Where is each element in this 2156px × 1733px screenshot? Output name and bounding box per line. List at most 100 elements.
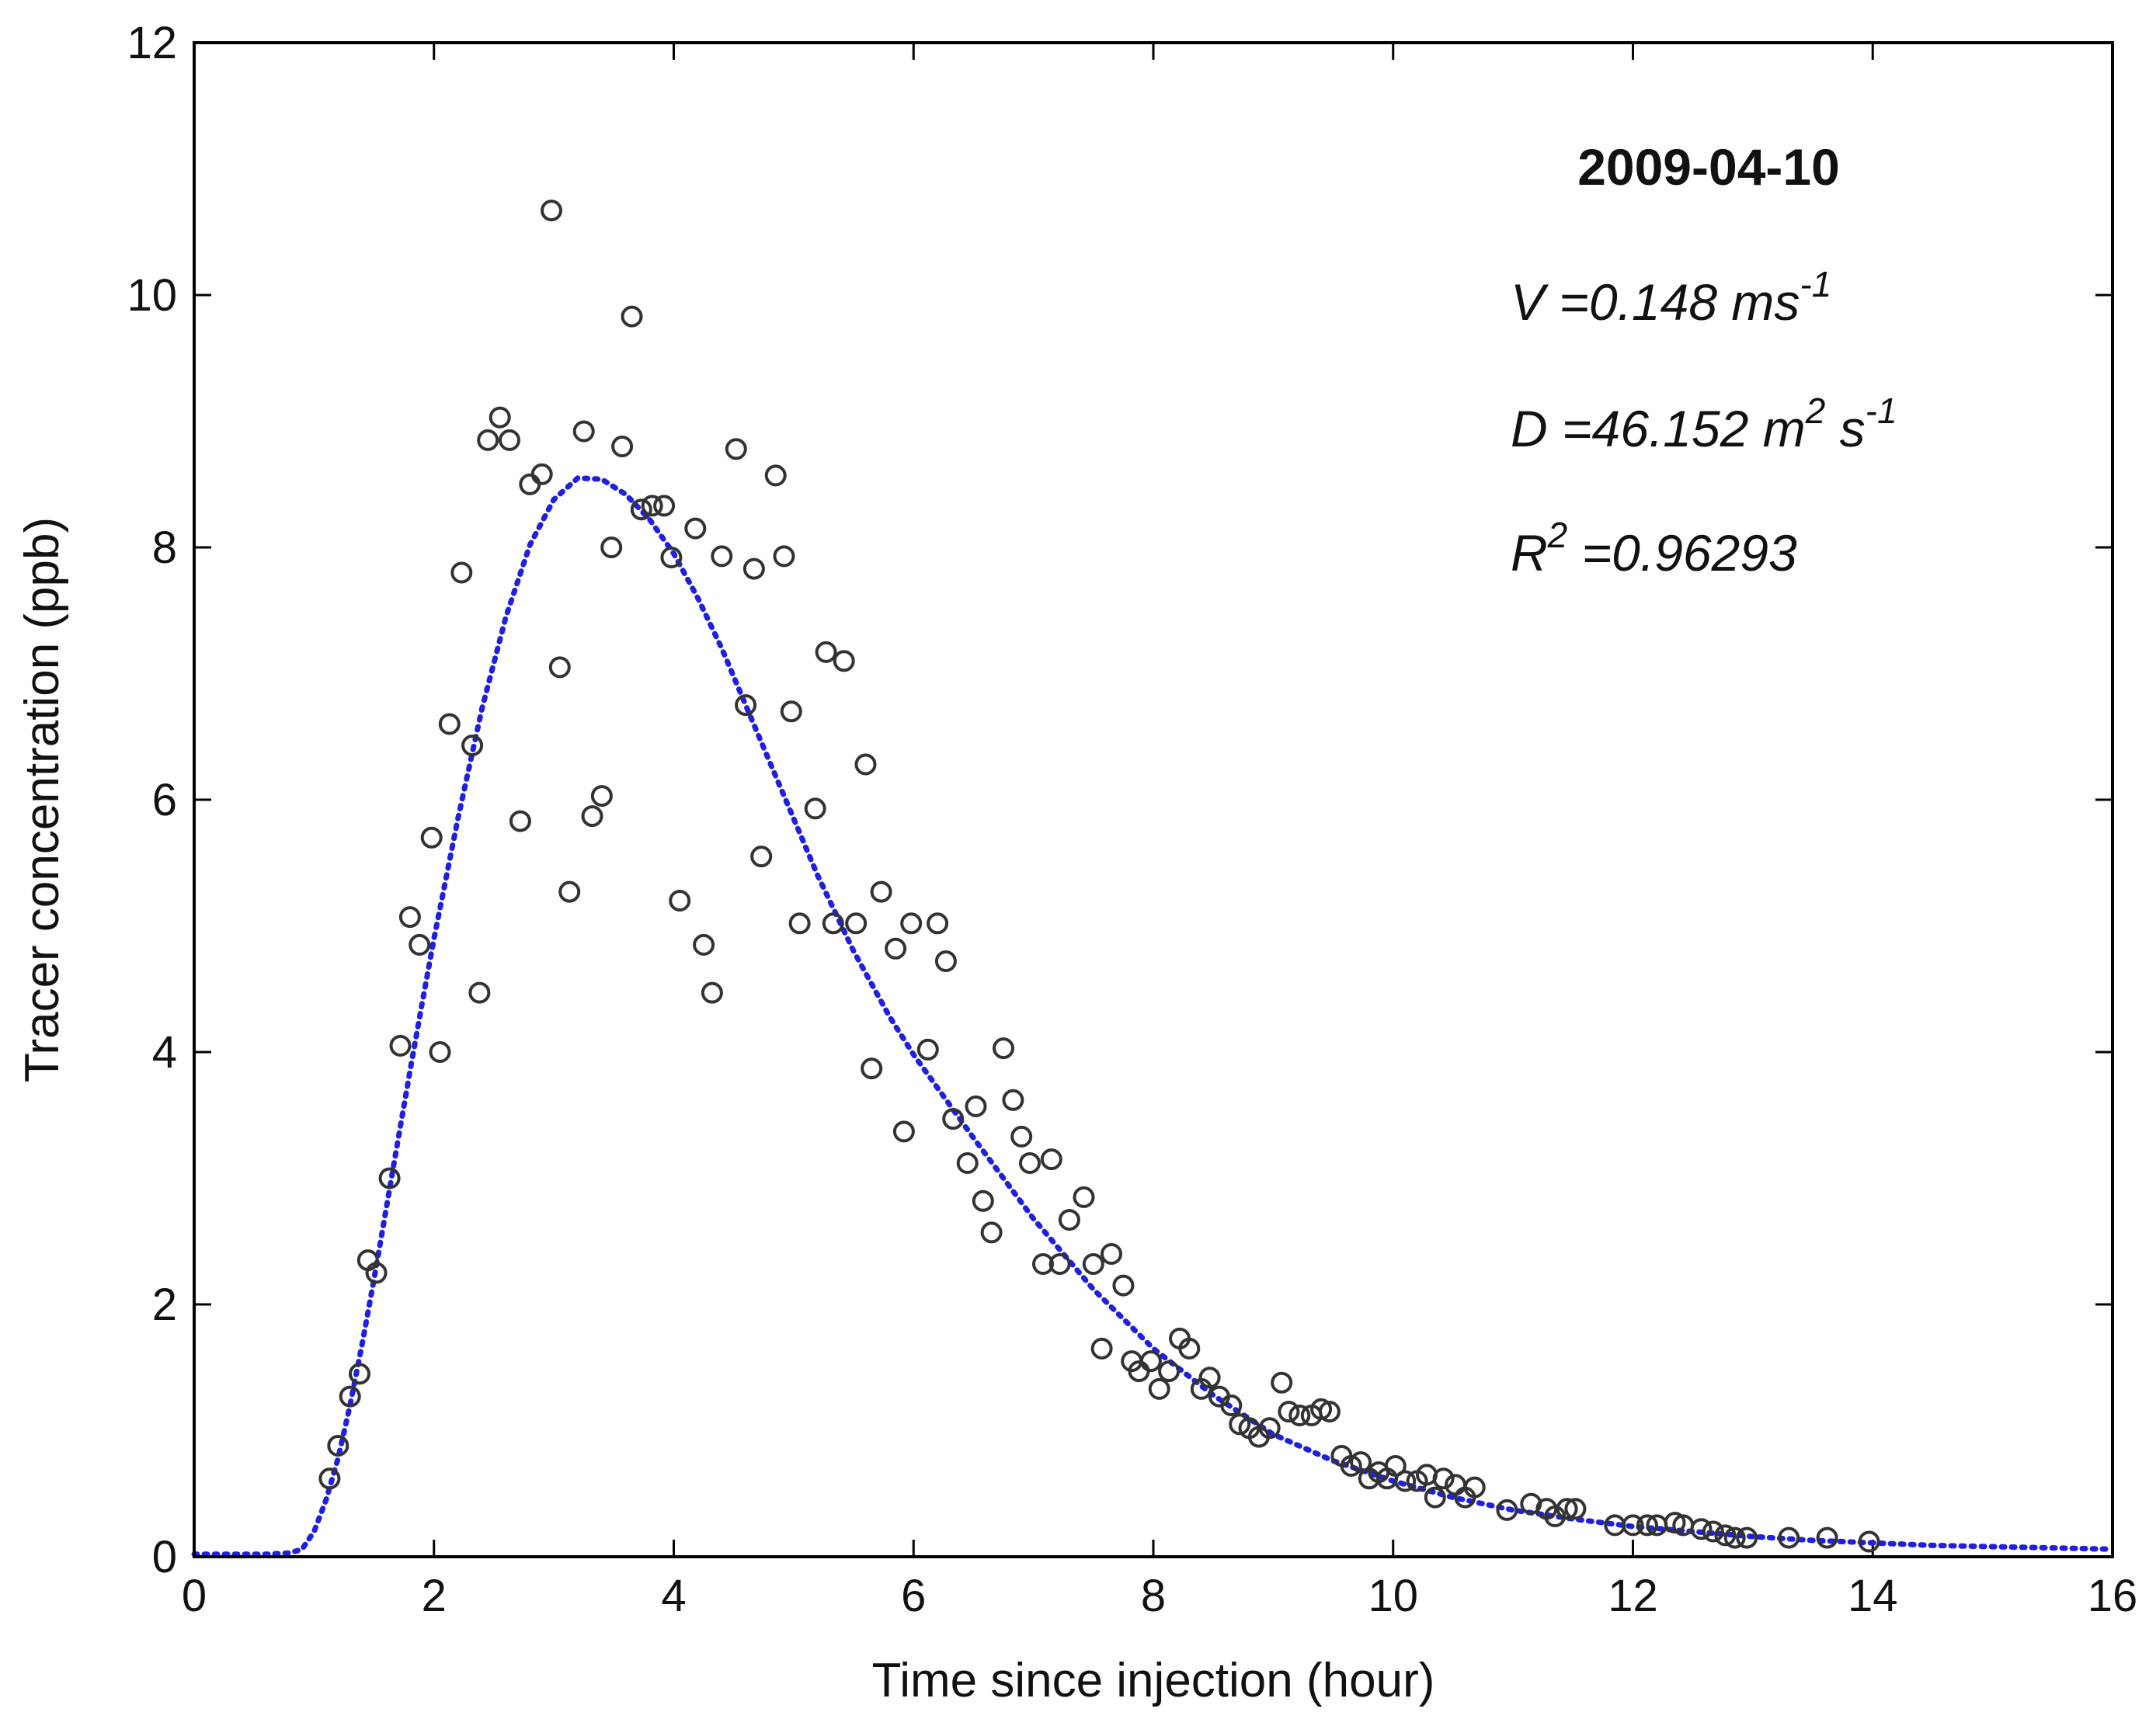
data-point (815, 641, 837, 663)
data-point (1496, 1499, 1518, 1521)
data-point (1002, 1089, 1024, 1111)
r-superscript: 2 (1547, 515, 1568, 555)
data-point (541, 200, 562, 222)
data-point (1288, 1405, 1311, 1426)
x-tick-label: 2 (422, 1571, 447, 1621)
data-point (1048, 1253, 1071, 1275)
dispersion-unit: s (1825, 400, 1865, 457)
data-point (1384, 1455, 1407, 1477)
data-point (1178, 1337, 1201, 1360)
data-point (956, 1152, 979, 1174)
data-point (735, 694, 757, 717)
data-point (1010, 1125, 1033, 1148)
data-point (1058, 1209, 1080, 1231)
x-tick-label: 16 (2088, 1571, 2138, 1621)
data-point (461, 735, 484, 757)
annotation-r-squared: R2 =0.96293 (1511, 515, 1797, 582)
data-point (1198, 1367, 1221, 1389)
data-point (788, 912, 811, 935)
dispersion-text: D =46.152 m (1511, 400, 1806, 457)
x-tick-label: 12 (1608, 1571, 1658, 1621)
data-point (927, 912, 949, 935)
data-point (1636, 1514, 1658, 1537)
fitted-curve (191, 475, 2116, 1558)
data-point (993, 1037, 1014, 1060)
data-point (742, 557, 765, 580)
data-point (429, 1041, 451, 1063)
data-point (1112, 1274, 1135, 1297)
data-point (693, 933, 715, 956)
data-point (833, 650, 855, 672)
dispersion-superscript-2: -1 (1866, 391, 1897, 431)
data-point (804, 797, 826, 820)
data-point (590, 785, 613, 807)
data-point (1090, 1337, 1113, 1360)
data-point (900, 912, 923, 935)
data-point (489, 406, 511, 429)
data-point (378, 1167, 401, 1189)
data-point (499, 429, 520, 451)
dispersion-superscript-1: 2 (1805, 391, 1826, 431)
r-text: R (1511, 524, 1548, 582)
data-point (1394, 1470, 1417, 1492)
data-point (972, 1189, 994, 1212)
data-point (1622, 1514, 1644, 1537)
y-axis: 0 2 4 6 8 10 12 (127, 18, 2113, 1582)
data-point (934, 950, 957, 972)
y-tick-label: 4 (152, 1027, 177, 1078)
data-point (1556, 1498, 1578, 1520)
data-point (621, 305, 643, 328)
data-point (339, 1385, 361, 1408)
data-point (1148, 1377, 1170, 1400)
data-point (1714, 1524, 1737, 1547)
data-point (1736, 1526, 1758, 1549)
data-point (885, 937, 907, 960)
data-point (327, 1435, 349, 1457)
data-point (773, 545, 795, 568)
y-axis-label: Tracer concentration (ppb) (16, 517, 69, 1082)
x-tick-label: 4 (661, 1571, 686, 1621)
data-point (1019, 1152, 1041, 1174)
data-point (1690, 1518, 1713, 1540)
data-point (611, 436, 634, 457)
data-point (965, 1095, 987, 1117)
y-tick-label: 10 (127, 270, 177, 321)
data-point (1032, 1253, 1054, 1275)
data-point (1340, 1455, 1362, 1477)
data-point (1723, 1526, 1746, 1549)
data-point (711, 545, 733, 568)
annotation-box: 2009-04-10 V =0.148 ms-1 D =46.152 m2 s-… (1511, 138, 1897, 582)
y-tick-label: 6 (152, 775, 177, 825)
data-point (764, 464, 787, 487)
data-point (980, 1221, 1003, 1244)
data-point (854, 753, 877, 776)
x-axis-label: Time since injection (hour) (872, 1654, 1435, 1707)
data-point (389, 1034, 412, 1057)
data-point (780, 700, 802, 723)
data-point (845, 912, 868, 935)
data-point (653, 495, 676, 517)
data-point (1858, 1530, 1880, 1553)
data-point (600, 537, 623, 558)
data-point (1258, 1417, 1281, 1440)
data-point (572, 420, 595, 443)
data-point (1318, 1401, 1341, 1423)
data-point (1101, 1243, 1122, 1265)
x-tick-label: 6 (901, 1571, 926, 1621)
data-point (409, 933, 431, 956)
data-point (530, 463, 553, 485)
data-point (1350, 1451, 1372, 1474)
data-point (1278, 1401, 1300, 1423)
data-point (1778, 1526, 1800, 1549)
annotation-date: 2009-04-10 (1577, 138, 1840, 196)
plot-frame (193, 41, 2114, 1558)
annotation-dispersion: D =46.152 m2 s-1 (1511, 391, 1897, 457)
data-point (1564, 1498, 1587, 1520)
data-point (398, 906, 421, 929)
data-point (420, 826, 443, 849)
data-point (1229, 1413, 1251, 1436)
data-point (861, 1058, 883, 1080)
data-point (1702, 1520, 1724, 1543)
y-tick-label: 8 (152, 523, 177, 573)
data-point (1158, 1360, 1181, 1383)
